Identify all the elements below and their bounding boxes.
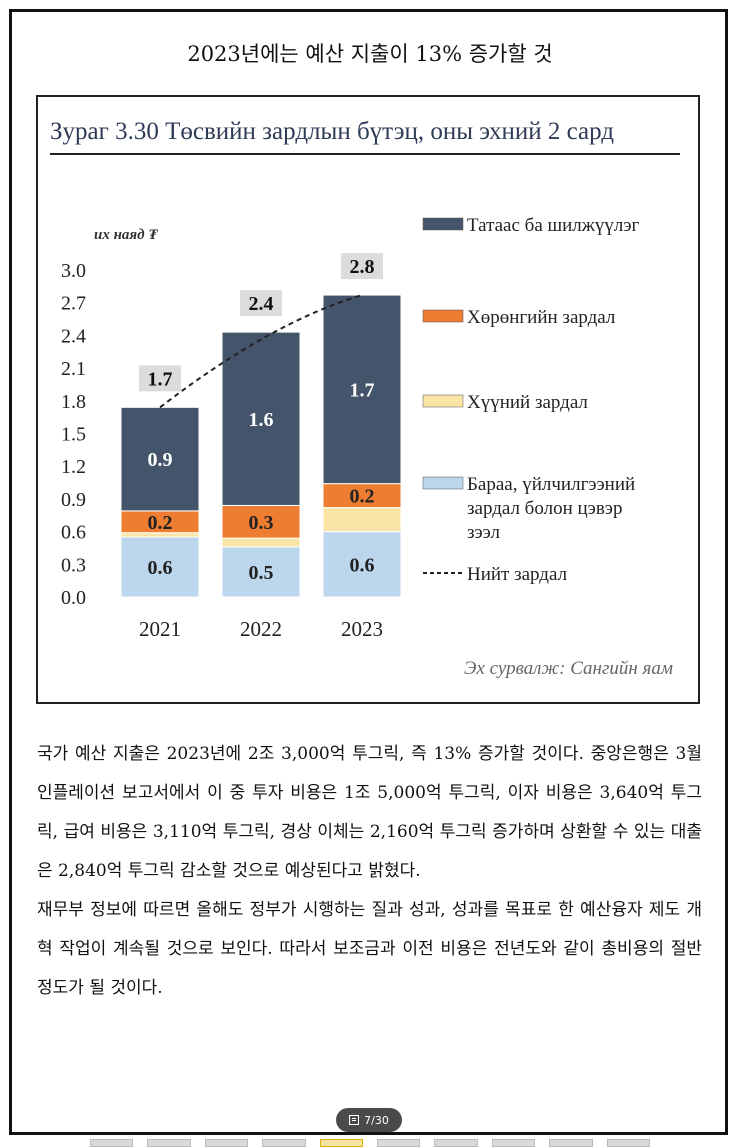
bar-data-label: 0.9	[148, 449, 173, 471]
thumbnail-strip	[90, 1139, 651, 1147]
paragraph-1: 국가 예산 지출은 2023년에 2조 3,000억 투그릭, 즉 13% 증가…	[37, 744, 702, 881]
total-label-box	[240, 290, 282, 317]
bar-data-label: 1.6	[249, 409, 274, 431]
y-tick-label: 2.7	[61, 293, 86, 315]
total-label-box	[139, 365, 181, 392]
legend-swatch	[422, 394, 464, 408]
legend-label: Нийт зардал	[467, 564, 568, 585]
chart-source: Эх сурвалж: Сангийн яам	[464, 658, 673, 679]
bar-segment	[221, 331, 301, 506]
paragraph-2: 재무부 정보에 따르면 올해도 정부가 시행하는 질과 성과, 성과를 목표로 …	[37, 900, 702, 998]
page-thumbnail[interactable]	[262, 1139, 306, 1147]
page-indicator[interactable]: 7/30	[336, 1108, 402, 1132]
legend-label: Хөрөнгийн зардал	[467, 307, 616, 328]
page-thumbnail[interactable]	[434, 1139, 478, 1147]
page-thumbnail[interactable]	[90, 1139, 134, 1147]
total-label: 1.7	[148, 368, 173, 390]
y-axis-label: их наяд ₮	[94, 227, 158, 243]
page-thumbnail[interactable]	[319, 1139, 364, 1147]
y-tick-label: 1.5	[61, 424, 86, 446]
y-tick-label: 0.0	[61, 587, 86, 609]
stacked-bar-chart: их наяд ₮ 0.0 0.3 0.6 0.9 1.2 1.5 1.8 2.1 2.4 2.7 3…	[61, 215, 673, 679]
x-tick-label: 2021	[139, 617, 181, 641]
total-label-box	[341, 253, 383, 280]
bar-data-label: 1.7	[350, 379, 375, 401]
y-tick-label: 0.3	[61, 554, 86, 576]
chart-title: Зураг 3.30 Төсвийн зардлын бүтэц, оны эх…	[50, 115, 680, 155]
page-thumbnail[interactable]	[147, 1139, 191, 1147]
page-thumbnail[interactable]	[377, 1139, 421, 1147]
bar-segment	[322, 531, 402, 598]
figure-box: Зураг 3.30 Төсвийн зардлын бүтэц, оны эх…	[36, 95, 700, 704]
bar-data-label: 0.2	[148, 512, 173, 534]
page-thumbnail[interactable]	[204, 1139, 249, 1147]
total-label: 2.8	[350, 256, 375, 278]
bar-segment	[221, 537, 301, 548]
page-frame	[9, 9, 728, 1135]
page-thumbnail[interactable]	[606, 1139, 651, 1147]
legend-label: Бараа, үйлчилгээний зардал болон цэвэр зээ…	[467, 474, 635, 543]
y-tick-label: 1.2	[61, 456, 86, 478]
legend-label: Хүүний зардал	[467, 392, 588, 413]
bar-data-label: 0.6	[350, 554, 375, 576]
x-tick-label: 2022	[240, 617, 282, 641]
page-heading: 2023년에는 예산 지출이 13% 증가할 것	[187, 42, 553, 66]
total-line	[159, 294, 363, 409]
legend-label: Татаас ба шилжүүлэг	[467, 215, 640, 236]
legend-swatch	[422, 309, 464, 323]
bar-data-label: 0.6	[148, 557, 173, 579]
bar-data-label: 0.3	[249, 512, 274, 534]
body-text: 국가 예산 지출은 2023년에 2조 3,000억 투그릭, 즉 13% 증가…	[37, 735, 702, 1008]
bar-segment	[322, 507, 402, 533]
y-tick-label: 0.6	[61, 522, 86, 544]
y-tick-label: 3.0	[61, 260, 86, 282]
page-number: 7/30	[364, 1113, 389, 1127]
page-thumbnail[interactable]	[491, 1139, 536, 1147]
y-tick-label: 2.1	[61, 358, 86, 380]
page-icon	[349, 1115, 360, 1125]
legend-swatch	[422, 217, 464, 231]
bar-segment	[322, 294, 402, 485]
legend-swatch	[422, 476, 464, 490]
y-tick-label: 1.8	[61, 391, 86, 413]
bar-data-label: 0.2	[350, 486, 375, 508]
y-tick-label: 0.9	[61, 489, 86, 511]
page-thumbnail[interactable]	[549, 1139, 593, 1147]
bar-segment	[120, 536, 200, 598]
total-label: 2.4	[249, 293, 274, 315]
x-tick-label: 2023	[341, 617, 383, 641]
bar-data-label: 0.5	[249, 562, 274, 584]
y-tick-label: 2.4	[61, 325, 86, 347]
